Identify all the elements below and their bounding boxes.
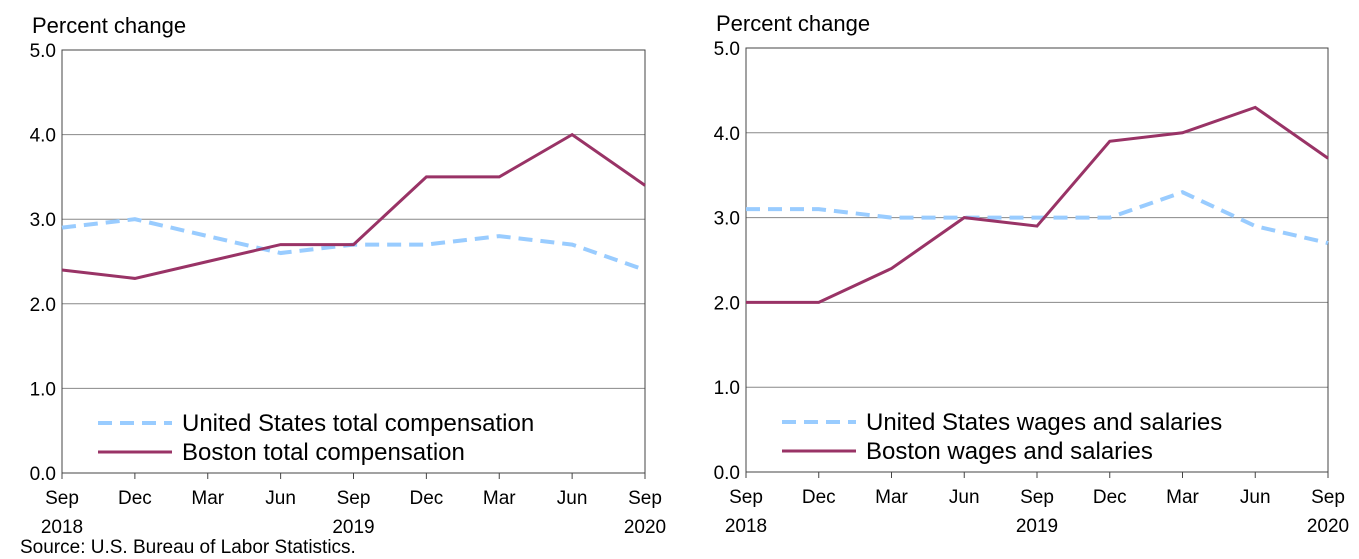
series-line xyxy=(746,105,1329,304)
x-year-label: 2019 xyxy=(1016,516,1058,537)
legend-label: Boston wages and salaries xyxy=(866,438,1153,465)
x-tick-label: Dec xyxy=(1093,487,1127,508)
x-tick-label: Sep xyxy=(1020,487,1054,508)
y-tick-label: 4.0 xyxy=(30,126,56,147)
x-tick-label: Mar xyxy=(191,488,224,509)
legend-label: United States wages and salaries xyxy=(866,409,1222,436)
x-tick-label: Jun xyxy=(265,488,296,509)
x-tick-label: Sep xyxy=(729,487,763,508)
x-tick-label: Jun xyxy=(949,487,980,508)
y-axis-title: Percent change xyxy=(32,13,186,38)
y-tick-label: 5.0 xyxy=(714,39,740,60)
x-tick-label: Mar xyxy=(1166,487,1199,508)
x-tick-label: Jun xyxy=(557,488,588,509)
x-year-label: 2019 xyxy=(332,517,374,538)
x-tick-label: Dec xyxy=(118,488,152,509)
y-tick-label: 4.0 xyxy=(714,124,740,145)
y-tick-label: 1.0 xyxy=(714,378,740,399)
x-year-label: 2020 xyxy=(1307,516,1349,537)
x-tick-label: Sep xyxy=(1311,487,1345,508)
y-tick-label: 5.0 xyxy=(30,41,56,62)
series-line xyxy=(61,132,646,280)
legend-label: Boston total compensation xyxy=(182,439,465,466)
series-line xyxy=(746,190,1329,245)
y-axis-title: Percent change xyxy=(716,11,870,36)
x-year-label: 2018 xyxy=(41,517,83,538)
y-tick-label: 0.0 xyxy=(30,464,56,485)
x-tick-label: Sep xyxy=(45,488,79,509)
y-tick-label: 2.0 xyxy=(714,293,740,314)
source-note: Source: U.S. Bureau of Labor Statistics. xyxy=(20,537,356,558)
legend-label: United States total compensation xyxy=(182,410,534,437)
x-tick-label: Dec xyxy=(802,487,836,508)
x-year-label: 2020 xyxy=(624,517,666,538)
x-tick-label: Sep xyxy=(337,488,371,509)
y-tick-label: 0.0 xyxy=(714,463,740,484)
x-tick-label: Mar xyxy=(875,487,908,508)
y-tick-label: 1.0 xyxy=(30,379,56,400)
x-tick-label: Jun xyxy=(1240,487,1271,508)
y-tick-label: 3.0 xyxy=(714,209,740,230)
x-tick-label: Mar xyxy=(483,488,516,509)
x-year-label: 2018 xyxy=(725,516,767,537)
x-tick-label: Sep xyxy=(628,488,662,509)
y-tick-label: 3.0 xyxy=(30,210,56,231)
y-tick-label: 2.0 xyxy=(30,295,56,316)
x-tick-label: Dec xyxy=(409,488,443,509)
